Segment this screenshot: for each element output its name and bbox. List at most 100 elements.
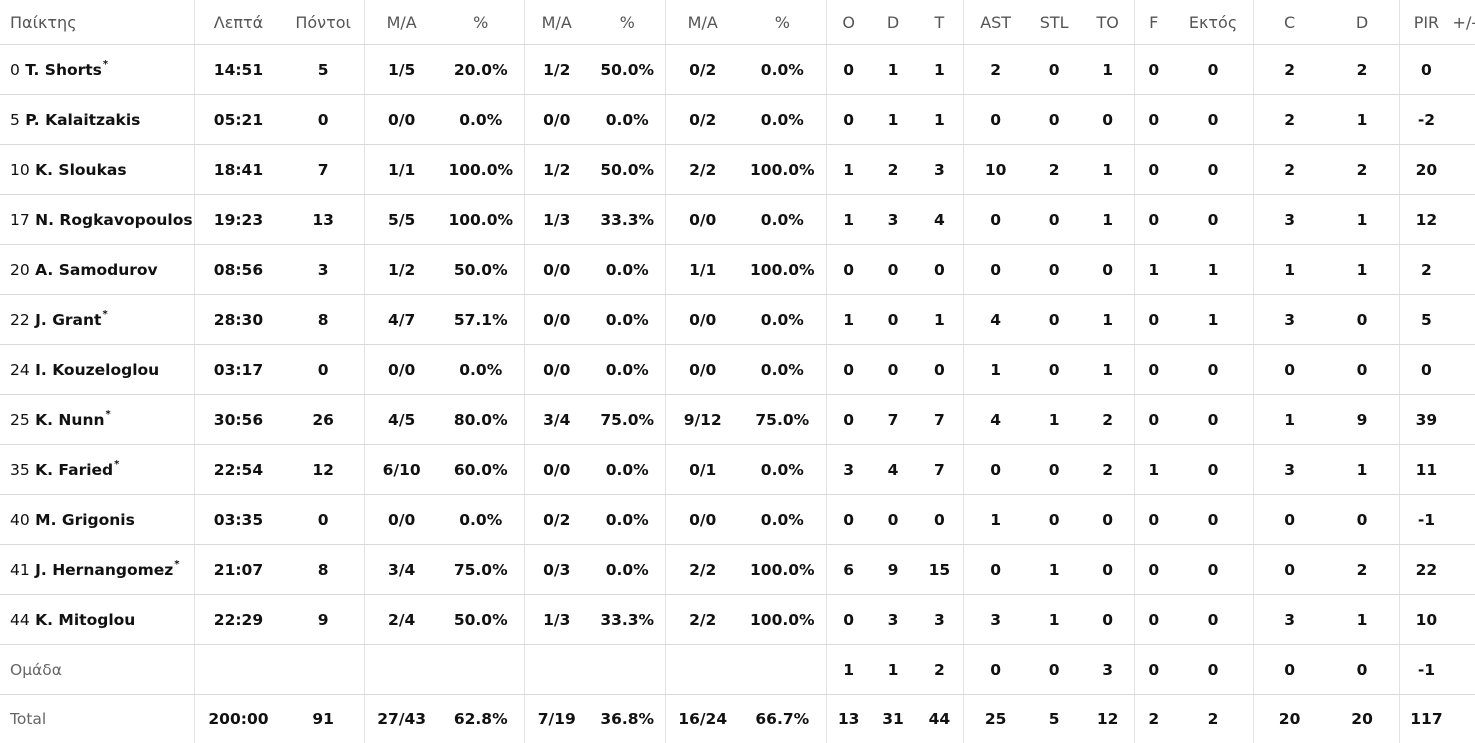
cell-technical-out: 0	[1173, 95, 1254, 145]
cell-oreb: 6	[826, 545, 871, 595]
player-name[interactable]: K. Mitoglou	[35, 611, 135, 629]
cell-2pt-pct: 100.0%	[438, 195, 524, 245]
cell-fouls-drawn: 1	[1325, 95, 1400, 145]
cell-ft-ma: 0/1	[666, 445, 739, 495]
cell-2pt-pct: 80.0%	[438, 395, 524, 445]
player-name[interactable]: K. Sloukas	[35, 161, 126, 179]
cell-dreb: 3	[871, 195, 916, 245]
player-number: 25	[10, 411, 30, 429]
header-player[interactable]: Παίκτης	[0, 0, 195, 45]
cell-2pt-ma: 2/4	[365, 595, 438, 645]
cell-2pt-ma: 1/2	[365, 245, 438, 295]
cell-treb: 1	[915, 45, 964, 95]
header-plus-minus[interactable]: +/-	[1453, 0, 1475, 45]
header-fouls-drawn[interactable]: D	[1325, 0, 1400, 45]
cell-oreb: 0	[826, 345, 871, 395]
player-number: 22	[10, 311, 30, 329]
cell-ast: 4	[964, 395, 1027, 445]
cell-3pt-ma: 3/4	[524, 395, 589, 445]
player-name[interactable]: J. Grant	[35, 311, 101, 329]
player-name[interactable]: J. Hernangomez	[35, 561, 173, 579]
cell-fouls: 0	[1134, 45, 1173, 95]
cell-minutes: 03:35	[195, 495, 282, 545]
header-pir[interactable]: PIR	[1400, 0, 1453, 45]
cell-2pt-pct: 50.0%	[438, 245, 524, 295]
cell-2pt-ma: 5/5	[365, 195, 438, 245]
header-2pt-pct[interactable]: %	[438, 0, 524, 45]
cell-dreb: 9	[871, 545, 916, 595]
cell-2pt-pct: 75.0%	[438, 545, 524, 595]
cell-ft-pct: 100.0%	[739, 145, 826, 195]
player-number: 20	[10, 261, 30, 279]
player-name[interactable]: P. Kalaitzakis	[25, 111, 140, 129]
cell-fouls-committed: 2	[1254, 95, 1325, 145]
total-row-label: Total	[0, 695, 195, 743]
header-technical-out[interactable]: Εκτός	[1173, 0, 1254, 45]
header-fouls-committed[interactable]: C	[1254, 0, 1325, 45]
cell-plus-minus	[1453, 645, 1475, 695]
cell-fouls-committed: 3	[1254, 195, 1325, 245]
header-minutes[interactable]: Λεπτά	[195, 0, 282, 45]
cell-ast: 0	[964, 545, 1027, 595]
header-3pt-made-attempted[interactable]: Μ/Α	[524, 0, 589, 45]
cell-ast: 25	[964, 695, 1027, 743]
header-points[interactable]: Πόντοι	[282, 0, 365, 45]
header-offensive-rebounds[interactable]: O	[826, 0, 871, 45]
header-3pt-pct[interactable]: %	[589, 0, 666, 45]
header-2pt-made-attempted[interactable]: Μ/Α	[365, 0, 438, 45]
cell-fouls-drawn: 9	[1325, 395, 1400, 445]
cell-stl: 0	[1027, 495, 1082, 545]
header-fouls[interactable]: F	[1134, 0, 1173, 45]
cell-minutes	[195, 645, 282, 695]
cell-fouls-committed: 0	[1254, 545, 1325, 595]
cell-3pt-pct: 0.0%	[589, 545, 666, 595]
player-name[interactable]: N. Rogkavopoulos	[35, 211, 192, 229]
header-assists[interactable]: AST	[964, 0, 1027, 45]
cell-ft-ma: 2/2	[666, 595, 739, 645]
cell-2pt-ma: 1/5	[365, 45, 438, 95]
cell-fouls-drawn: 2	[1325, 545, 1400, 595]
cell-ft-ma: 0/2	[666, 45, 739, 95]
player-name[interactable]: I. Kouzeloglou	[35, 361, 159, 379]
player-name[interactable]: K. Nunn	[35, 411, 104, 429]
player-cell: 35 K. Faried*	[0, 445, 195, 495]
cell-ft-pct: 66.7%	[739, 695, 826, 743]
player-name[interactable]: A. Samodurov	[35, 261, 158, 279]
cell-technical-out: 2	[1173, 695, 1254, 743]
cell-fouls: 0	[1134, 95, 1173, 145]
player-name[interactable]: M. Grigonis	[35, 511, 135, 529]
cell-ast: 4	[964, 295, 1027, 345]
cell-oreb: 1	[826, 295, 871, 345]
cell-oreb: 13	[826, 695, 871, 743]
cell-minutes: 22:54	[195, 445, 282, 495]
header-defensive-rebounds[interactable]: D	[871, 0, 916, 45]
player-cell: 17 N. Rogkavopoulos	[0, 195, 195, 245]
cell-ast: 1	[964, 495, 1027, 545]
cell-points: 9	[282, 595, 365, 645]
player-name[interactable]: K. Faried	[35, 461, 113, 479]
header-ft-made-attempted[interactable]: Μ/Α	[666, 0, 739, 45]
cell-technical-out: 0	[1173, 595, 1254, 645]
cell-to: 0	[1082, 245, 1135, 295]
header-ft-pct[interactable]: %	[739, 0, 826, 45]
header-total-rebounds[interactable]: T	[915, 0, 964, 45]
starter-marker: *	[102, 309, 107, 320]
header-steals[interactable]: STL	[1027, 0, 1082, 45]
player-name[interactable]: T. Shorts	[25, 61, 102, 79]
cell-technical-out: 0	[1173, 345, 1254, 395]
header-turnovers[interactable]: TO	[1082, 0, 1135, 45]
cell-ast: 0	[964, 445, 1027, 495]
cell-2pt-ma: 1/1	[365, 145, 438, 195]
